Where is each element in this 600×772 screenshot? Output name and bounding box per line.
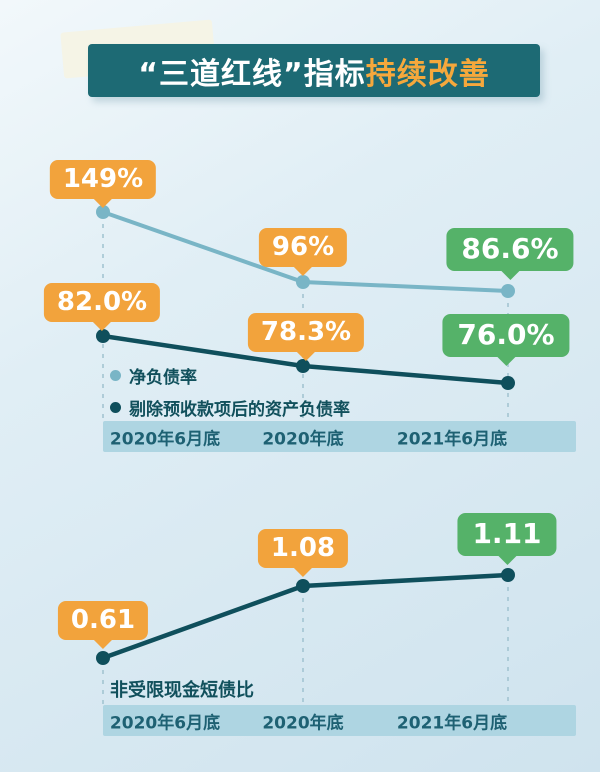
value-label-cash-ratio-2: 1.08	[257, 529, 349, 568]
axis-label: 2020年底	[262, 429, 344, 449]
value-label-net-debt-2: 96%	[258, 228, 348, 267]
value-label-net-debt-1: 149%	[49, 160, 157, 199]
axis-label: 2020年底	[262, 713, 344, 733]
page-title: “三道红线”指标 持续改善	[88, 44, 540, 97]
axis-label: 2021年6月底	[396, 713, 508, 733]
chart1-x-axis: 2020年6月底 2020年底 2021年6月底	[103, 421, 576, 452]
page-title-main: “三道红线”指标	[138, 56, 366, 92]
value-label-cash-ratio-1: 0.61	[57, 601, 149, 640]
legend-dot-dark-icon	[110, 402, 121, 413]
data-point	[96, 651, 110, 665]
data-point	[296, 275, 310, 289]
page-title-highlight: 持续改善	[365, 56, 490, 92]
data-point	[296, 579, 310, 593]
legend-item-asset-liability: 剔除预收款项后的资产负债率	[110, 395, 350, 420]
data-point	[501, 376, 515, 390]
value-label-net-debt-3: 86.6%	[446, 228, 574, 271]
value-label-cash-ratio-3: 1.11	[457, 513, 557, 556]
legend-dot-light-icon	[110, 370, 121, 381]
data-point	[501, 284, 515, 298]
chart2-series-label: 非受限现金短债比	[110, 680, 254, 701]
legend-label-net-debt: 净负债率	[129, 368, 197, 388]
axis-label: 2020年6月底	[109, 713, 221, 733]
axis-label: 2021年6月底	[396, 429, 508, 449]
line-cash-short-debt-ratio	[102, 572, 509, 661]
value-label-asset-liability-1: 82.0%	[43, 283, 161, 322]
legend-item-net-debt: 净负债率	[110, 363, 350, 388]
axis-label: 2020年6月底	[109, 429, 221, 449]
value-label-asset-liability-3: 76.0%	[442, 314, 570, 357]
value-label-asset-liability-2: 78.3%	[247, 313, 365, 352]
data-point	[96, 329, 110, 343]
chart1-legend: 净负债率 剔除预收款项后的资产负债率	[110, 363, 350, 427]
legend-label-asset-liability: 剔除预收款项后的资产负债率	[129, 400, 350, 420]
chart2-x-axis: 2020年6月底 2020年底 2021年6月底	[103, 705, 576, 736]
data-point	[501, 568, 515, 582]
